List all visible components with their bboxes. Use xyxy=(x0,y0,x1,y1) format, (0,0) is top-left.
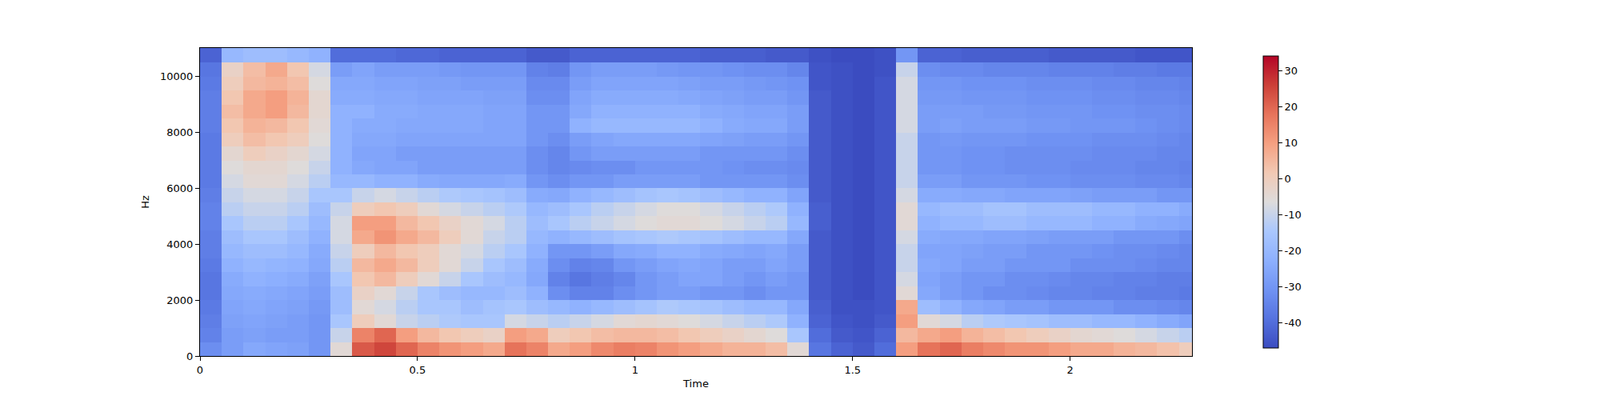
svg-text:8000: 8000 xyxy=(166,126,193,139)
svg-text:-30: -30 xyxy=(1284,280,1302,293)
svg-text:2000: 2000 xyxy=(166,294,193,307)
svg-text:2: 2 xyxy=(1067,364,1074,376)
svg-text:Time: Time xyxy=(682,377,709,390)
svg-text:0: 0 xyxy=(186,350,193,363)
svg-text:10: 10 xyxy=(1284,136,1299,149)
svg-text:-10: -10 xyxy=(1284,208,1302,221)
svg-text:0: 0 xyxy=(1284,172,1292,185)
svg-text:1: 1 xyxy=(632,364,639,376)
svg-text:10000: 10000 xyxy=(160,70,193,83)
svg-text:4000: 4000 xyxy=(166,238,193,251)
svg-text:Hz: Hz xyxy=(139,195,152,209)
svg-text:0: 0 xyxy=(196,364,204,376)
svg-text:30: 30 xyxy=(1284,64,1299,77)
svg-text:0.5: 0.5 xyxy=(409,364,427,376)
svg-text:-20: -20 xyxy=(1284,244,1302,257)
svg-text:6000: 6000 xyxy=(166,182,193,195)
svg-text:20: 20 xyxy=(1284,100,1299,113)
svg-text:1.5: 1.5 xyxy=(844,364,861,376)
svg-text:-40: -40 xyxy=(1284,316,1302,329)
